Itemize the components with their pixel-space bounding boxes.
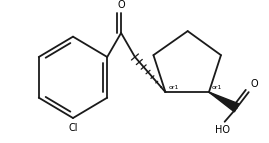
Polygon shape xyxy=(209,92,239,112)
Text: O: O xyxy=(117,0,125,10)
Text: Cl: Cl xyxy=(68,123,78,133)
Text: or1: or1 xyxy=(168,85,179,90)
Text: O: O xyxy=(250,79,258,89)
Text: or1: or1 xyxy=(212,85,222,90)
Text: HO: HO xyxy=(215,125,230,135)
